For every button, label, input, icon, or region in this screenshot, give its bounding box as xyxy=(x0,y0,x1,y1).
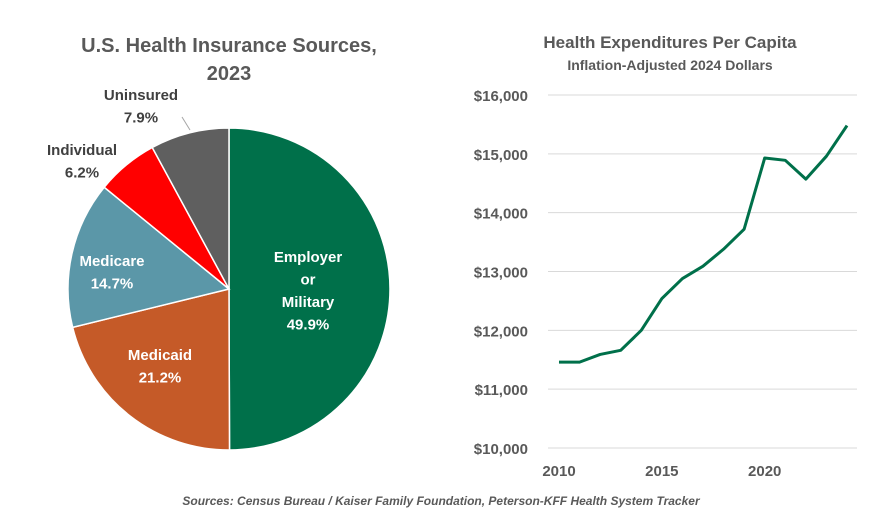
pie-slice-medicaid xyxy=(71,288,231,451)
pie-slice-employer-or-military xyxy=(228,127,391,451)
line-title: Health Expenditures Per Capita xyxy=(543,33,797,52)
pie-label: or xyxy=(301,272,316,289)
y-tick-label: $11,000 xyxy=(475,382,528,399)
pie-label: 6.2% xyxy=(65,165,99,182)
y-tick-label: $13,000 xyxy=(474,265,528,282)
expenditure-line xyxy=(559,124,849,364)
y-tick-label: $15,000 xyxy=(474,147,528,164)
pie-label: 49.9% xyxy=(287,317,330,334)
pie-title: U.S. Health Insurance Sources, xyxy=(81,35,377,57)
pie-label: Employer xyxy=(274,249,343,266)
y-tick-label: $12,000 xyxy=(474,323,528,340)
leader-line xyxy=(181,116,191,131)
y-tick-label: $14,000 xyxy=(474,206,528,223)
x-tick-label: 2010 xyxy=(542,463,575,480)
pie-label: Individual xyxy=(47,142,117,159)
pie-label: Medicaid xyxy=(128,347,192,364)
source-note: Sources: Census Bureau / Kaiser Family F… xyxy=(182,494,700,508)
pie-label: Medicare xyxy=(79,253,144,270)
x-tick-label: 2020 xyxy=(748,463,781,480)
pie-label: Military xyxy=(282,294,335,311)
line-subtitle: Inflation-Adjusted 2024 Dollars xyxy=(567,57,773,73)
pie-label: Uninsured xyxy=(104,87,178,104)
y-tick-label: $16,000 xyxy=(474,88,528,105)
pie-title: 2023 xyxy=(207,63,252,85)
pie-label: 14.7% xyxy=(91,276,134,293)
pie-slice-uninsured xyxy=(151,127,230,290)
pie-slice-medicare xyxy=(67,186,231,329)
pie-label: 21.2% xyxy=(139,370,182,387)
y-tick-label: $10,000 xyxy=(474,441,528,458)
pie-label: 7.9% xyxy=(124,110,158,127)
x-tick-label: 2015 xyxy=(645,463,678,480)
